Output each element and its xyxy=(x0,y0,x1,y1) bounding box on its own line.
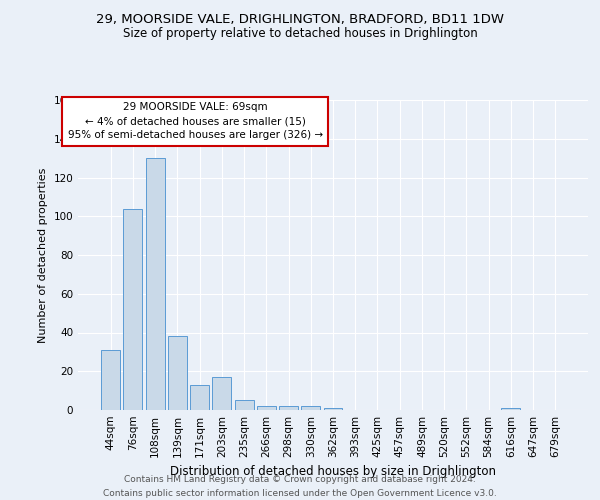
Bar xyxy=(301,406,320,410)
X-axis label: Distribution of detached houses by size in Drighlington: Distribution of detached houses by size … xyxy=(170,466,496,478)
Bar xyxy=(279,406,298,410)
Text: Contains HM Land Registry data © Crown copyright and database right 2024.
Contai: Contains HM Land Registry data © Crown c… xyxy=(103,476,497,498)
Bar xyxy=(101,350,120,410)
Bar xyxy=(212,377,231,410)
Bar xyxy=(502,408,520,410)
Text: 29, MOORSIDE VALE, DRIGHLINGTON, BRADFORD, BD11 1DW: 29, MOORSIDE VALE, DRIGHLINGTON, BRADFOR… xyxy=(96,12,504,26)
Y-axis label: Number of detached properties: Number of detached properties xyxy=(38,168,48,342)
Bar xyxy=(257,406,276,410)
Bar xyxy=(168,336,187,410)
Bar xyxy=(190,385,209,410)
Bar xyxy=(323,408,343,410)
Text: Size of property relative to detached houses in Drighlington: Size of property relative to detached ho… xyxy=(122,28,478,40)
Bar xyxy=(124,208,142,410)
Bar xyxy=(146,158,164,410)
Text: 29 MOORSIDE VALE: 69sqm
← 4% of detached houses are smaller (15)
95% of semi-det: 29 MOORSIDE VALE: 69sqm ← 4% of detached… xyxy=(68,102,323,141)
Bar xyxy=(235,400,254,410)
